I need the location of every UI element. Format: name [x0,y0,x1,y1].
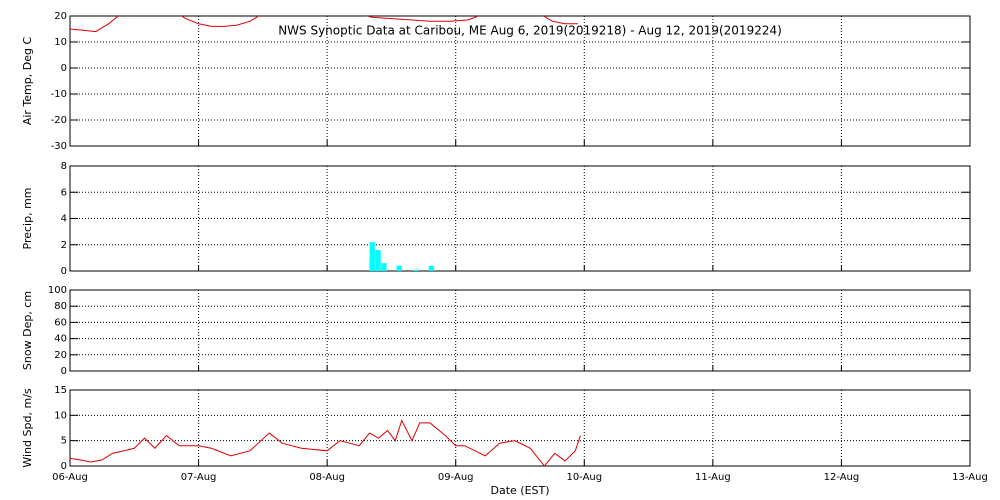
y-tick-label: 2 [61,240,67,251]
y-tick-label: 20 [54,11,67,22]
x-tick-label: 08-Aug [309,472,345,483]
y-tick-label: 20 [54,350,67,361]
chart-title: NWS Synoptic Data at Caribou, ME Aug 6, … [278,24,782,38]
x-tick-label: 11-Aug [695,472,731,483]
line [70,419,581,466]
bar [369,242,375,271]
x-tick-label: 09-Aug [438,472,474,483]
plot-frame [69,15,971,147]
series-group [369,242,435,271]
x-axis-label: Date (EST) [490,484,549,497]
y-tick-label: 5 [61,436,67,447]
y-tick-label: 0 [61,366,67,377]
y-tick-label: 40 [54,334,67,345]
y-axis-label: Snow Dep, cm [21,291,34,370]
y-tick-label: -10 [51,89,67,100]
y-tick-label: 8 [61,161,67,172]
y-tick-label: 80 [54,301,67,312]
y-tick-label: 4 [61,214,67,225]
y-tick-label: -30 [51,141,67,152]
y-tick-label: 10 [54,410,67,421]
series-group [70,419,581,466]
plot-frame [69,389,971,467]
x-tick-label: 12-Aug [824,472,860,483]
bar [375,250,381,271]
x-tick-label: 06-Aug [52,472,88,483]
y-axis-label: Wind Spd, m/s [21,388,34,468]
bar [413,269,419,271]
y-tick-label: 0 [61,266,67,277]
x-tick-label: 10-Aug [566,472,602,483]
y-tick-label: 15 [54,385,67,396]
y-axis-label: Precip, mm [21,188,34,250]
bar [428,265,435,271]
bar [396,265,402,271]
y-tick-label: 10 [54,37,67,48]
bar [381,263,387,271]
x-tick-label: 07-Aug [181,472,217,483]
y-tick-label: 0 [61,461,67,472]
plot-frame [69,165,971,272]
y-tick-label: 6 [61,187,67,198]
y-tick-label: -20 [51,115,67,126]
y-axis-label: Air Temp, Deg C [21,37,34,126]
x-tick-label: 13-Aug [952,472,988,483]
plot-frame [69,289,971,372]
y-tick-label: 0 [61,63,67,74]
y-tick-label: 60 [54,317,67,328]
y-tick-label: 100 [48,285,67,296]
